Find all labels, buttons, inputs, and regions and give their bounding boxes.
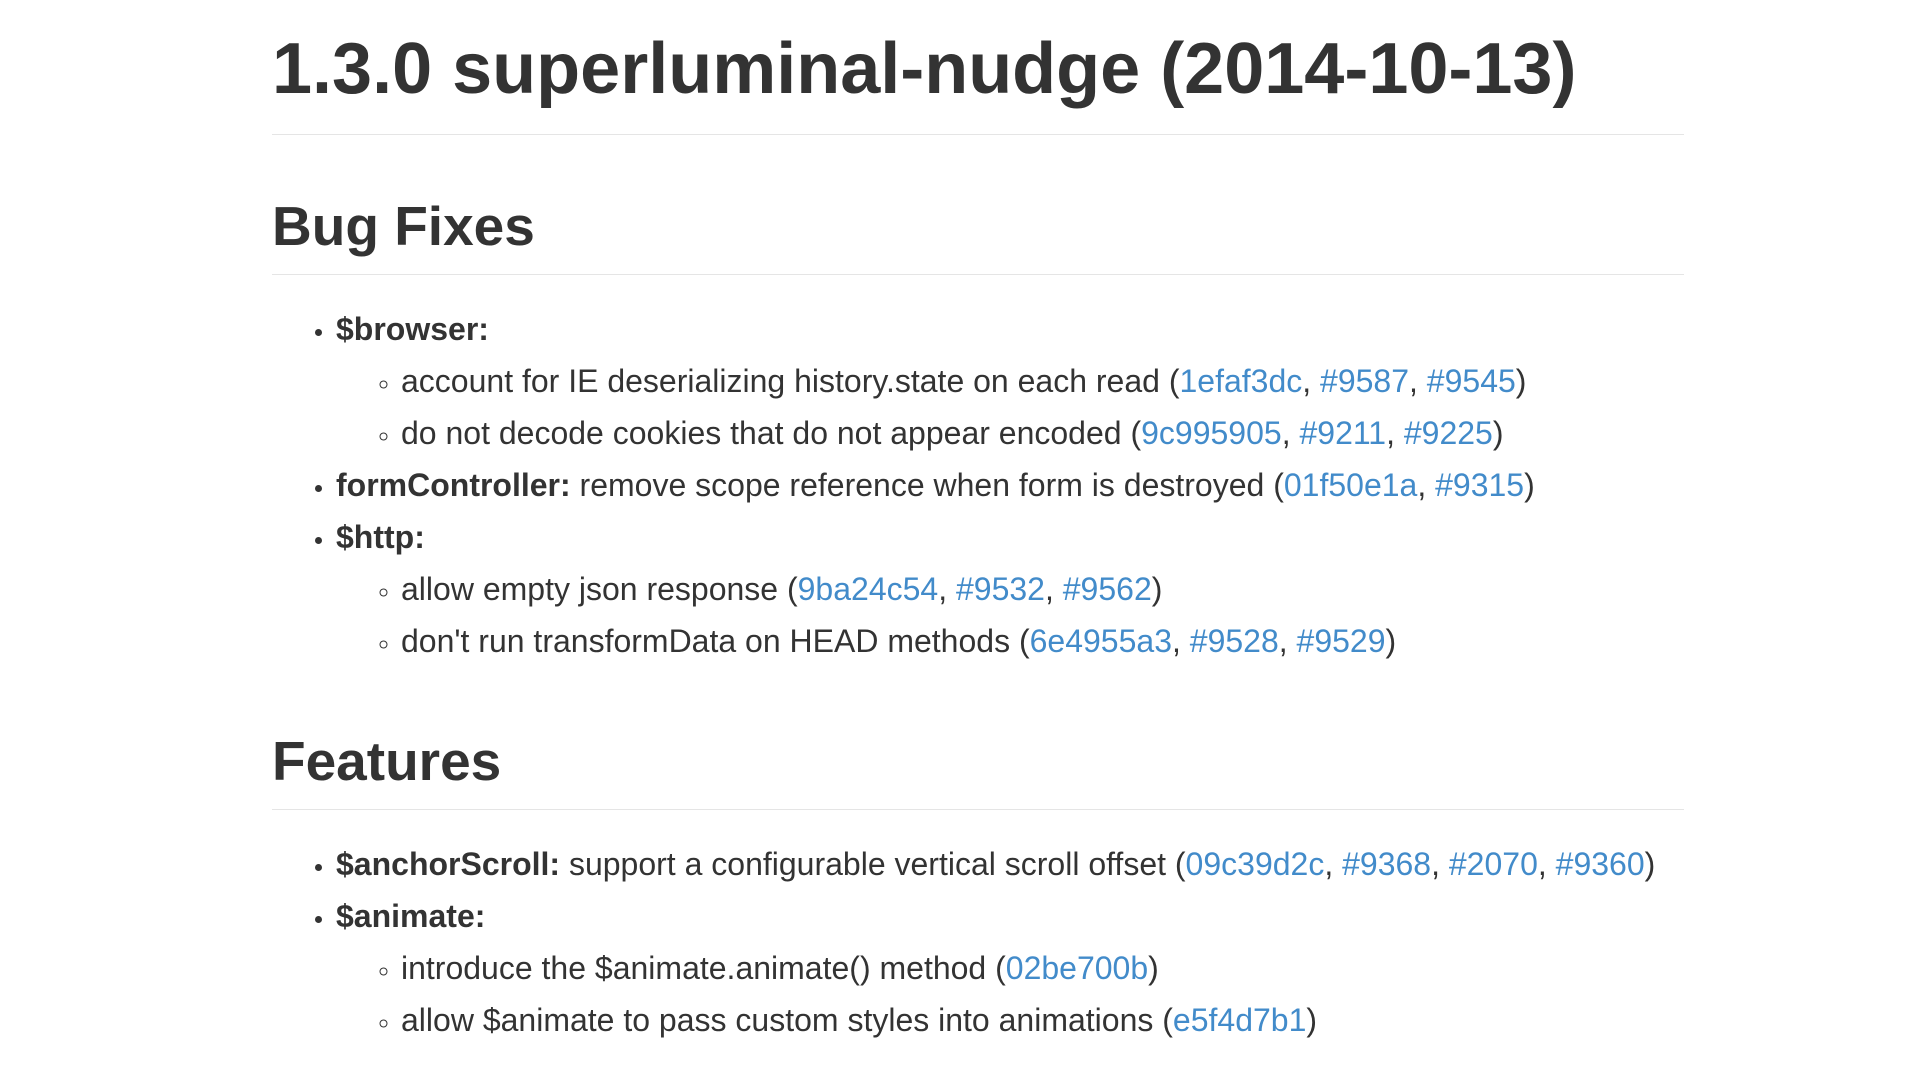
item-text: do not decode cookies that do not appear…: [401, 415, 1142, 451]
list-item: allow empty json response (9ba24c54, #95…: [401, 563, 1684, 615]
link-separator: ,: [938, 571, 956, 607]
link-separator: ,: [1281, 415, 1300, 451]
issue-link[interactable]: #2070: [1448, 846, 1538, 882]
commit-link[interactable]: 09c39d2c: [1185, 846, 1325, 882]
sub-list: introduce the $animate.animate() method …: [336, 942, 1684, 1046]
scope-label: $animate:: [336, 898, 486, 934]
close-paren: ): [1385, 623, 1397, 659]
scope-label: $browser:: [336, 311, 489, 347]
link-separator: ,: [1417, 467, 1436, 503]
issue-link[interactable]: #9545: [1426, 363, 1516, 399]
bug-fixes-list: $browser: account for IE deserializing h…: [272, 303, 1684, 667]
scope-label: $anchorScroll:: [336, 846, 561, 882]
scope-label: formController:: [336, 467, 571, 503]
close-paren: ): [1524, 467, 1535, 503]
item-text: allow empty json response (: [401, 571, 798, 607]
item-text: support a configurable vertical scroll o…: [560, 846, 1186, 882]
list-item-browser: $browser: account for IE deserializing h…: [336, 303, 1684, 459]
sub-list: allow empty json response (9ba24c54, #95…: [336, 563, 1684, 667]
item-text: account for IE deserializing history.sta…: [401, 363, 1180, 399]
link-separator: ,: [1537, 846, 1556, 882]
list-item: don't run transformData on HEAD methods …: [401, 615, 1684, 667]
item-text: allow $animate to pass custom styles int…: [401, 1002, 1173, 1038]
issue-link[interactable]: #9360: [1555, 846, 1645, 882]
release-title: 1.3.0 superluminal-nudge (2014-10-13): [272, 0, 1684, 135]
link-separator: ,: [1409, 363, 1427, 399]
close-paren: ): [1644, 846, 1656, 882]
issue-link[interactable]: #9315: [1435, 467, 1525, 503]
issue-link[interactable]: #9368: [1342, 846, 1432, 882]
features-heading: Features: [272, 734, 1684, 810]
scope-label: $http:: [336, 519, 425, 555]
commit-link[interactable]: 9ba24c54: [797, 571, 939, 607]
commit-link[interactable]: 02be700b: [1005, 950, 1149, 986]
list-item-form-controller: formController: remove scope reference w…: [336, 459, 1684, 511]
item-text: introduce the $animate.animate() method …: [401, 950, 1006, 986]
issue-link[interactable]: #9532: [955, 571, 1045, 607]
issue-link[interactable]: #9225: [1403, 415, 1493, 451]
link-separator: ,: [1324, 846, 1343, 882]
close-paren: ): [1151, 571, 1163, 607]
issue-link[interactable]: #9562: [1062, 571, 1152, 607]
link-separator: ,: [1171, 623, 1190, 659]
bug-fixes-heading: Bug Fixes: [272, 199, 1684, 275]
commit-link[interactable]: 9c995905: [1141, 415, 1282, 451]
commit-link[interactable]: 01f50e1a: [1283, 467, 1418, 503]
link-separator: ,: [1302, 363, 1321, 399]
changelog-content: 1.3.0 superluminal-nudge (2014-10-13) Bu…: [272, 0, 1684, 1046]
issue-link[interactable]: #9528: [1189, 623, 1279, 659]
issue-link[interactable]: #9587: [1320, 363, 1410, 399]
link-separator: ,: [1044, 571, 1063, 607]
list-item: account for IE deserializing history.sta…: [401, 355, 1684, 407]
list-item-animate: $animate: introduce the $animate.animate…: [336, 890, 1684, 1046]
close-paren: ): [1515, 363, 1527, 399]
item-text: remove scope reference when form is dest…: [570, 467, 1284, 503]
list-item: do not decode cookies that do not appear…: [401, 407, 1684, 459]
issue-link[interactable]: #9529: [1296, 623, 1386, 659]
commit-link[interactable]: e5f4d7b1: [1172, 1002, 1307, 1038]
list-item: introduce the $animate.animate() method …: [401, 942, 1684, 994]
features-list: $anchorScroll: support a configurable ve…: [272, 838, 1684, 1046]
list-item: allow $animate to pass custom styles int…: [401, 994, 1684, 1046]
item-text: don't run transformData on HEAD methods …: [401, 623, 1030, 659]
close-paren: ): [1306, 1002, 1318, 1038]
list-item-http: $http: allow empty json response (9ba24c…: [336, 511, 1684, 667]
sub-list: account for IE deserializing history.sta…: [336, 355, 1684, 459]
commit-link[interactable]: 6e4955a3: [1029, 623, 1172, 659]
link-separator: ,: [1386, 415, 1404, 451]
link-separator: ,: [1278, 623, 1297, 659]
commit-link[interactable]: 1efaf3dc: [1179, 363, 1303, 399]
list-item-anchor-scroll: $anchorScroll: support a configurable ve…: [336, 838, 1684, 890]
link-separator: ,: [1431, 846, 1449, 882]
issue-link[interactable]: #9211: [1299, 415, 1387, 451]
close-paren: ): [1492, 415, 1504, 451]
close-paren: ): [1148, 950, 1159, 986]
